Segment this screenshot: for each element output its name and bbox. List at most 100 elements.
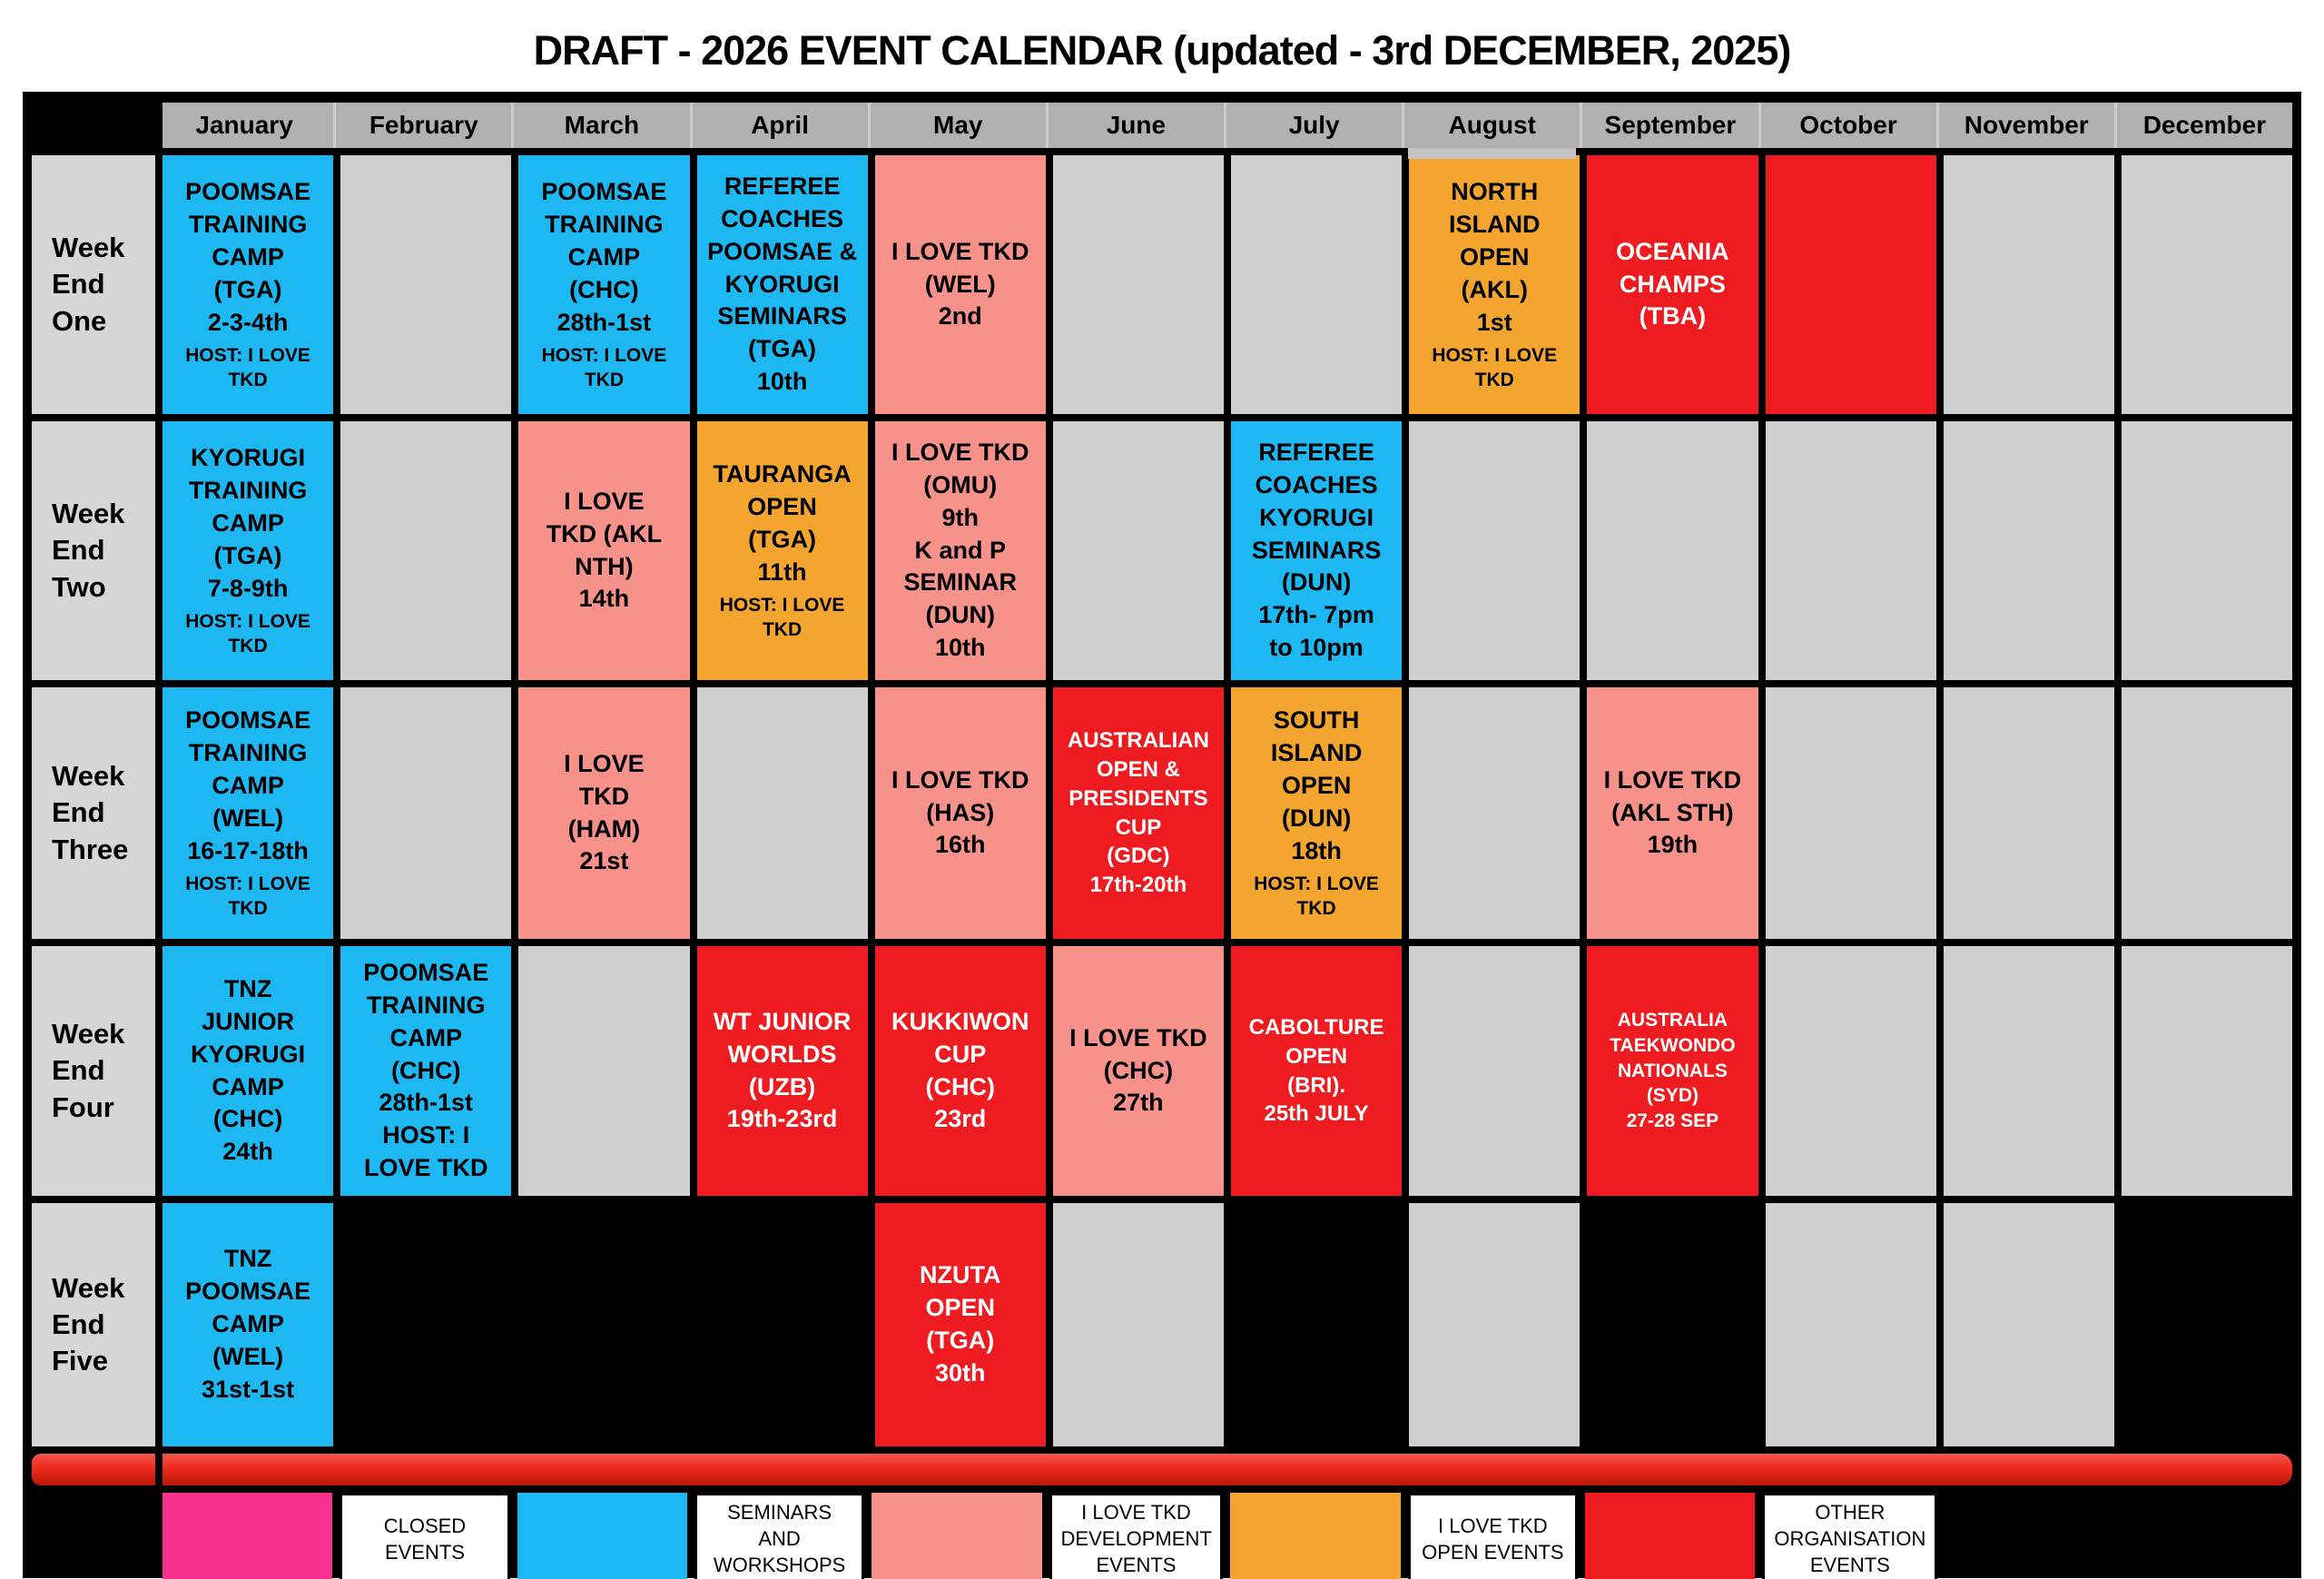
event-text: I LOVE TKD (CHC) 27th — [1069, 1023, 1207, 1117]
event-cell: I LOVE TKD (WEL) 2nd — [874, 155, 1046, 414]
legend-label: I LOVE TKD OPEN EVENTS — [1407, 1493, 1579, 1579]
empty-cell — [1943, 687, 2114, 939]
legend-label: I LOVE TKD DEVELOPMENT EVENTS — [1049, 1493, 1224, 1579]
legend-empty-cell — [1945, 1493, 2114, 1579]
event-cell: POOMSAE TRAINING CAMP (WEL) 16-17-18th HO… — [162, 687, 334, 939]
event-host-text: HOST: I LOVE TKD — [541, 344, 667, 391]
legend-swatch-orange — [1230, 1493, 1401, 1579]
legend-empty-cell — [2122, 1493, 2292, 1579]
empty-cell — [1409, 687, 1581, 939]
event-text: TAURANGA OPEN (TGA) 11th — [713, 460, 852, 587]
event-text: I LOVE TKD (AKL NTH) 14th — [546, 487, 663, 613]
empty-cell — [518, 946, 690, 1196]
legend-spacer — [32, 1493, 155, 1579]
month-header-february: February — [333, 103, 511, 148]
event-text: OCEANIA CHAMPS (TBA) — [1616, 237, 1729, 331]
empty-cell — [518, 1203, 690, 1446]
empty-cell — [1587, 421, 1758, 680]
event-cell: CABOLTURE OPEN (BRI). 25th JULY — [1231, 946, 1403, 1196]
empty-cell — [1409, 946, 1581, 1196]
empty-cell — [1943, 1203, 2114, 1446]
empty-cell — [1409, 1203, 1581, 1446]
separator-bar-row — [32, 1454, 2292, 1485]
week-label: Week End Two — [32, 421, 155, 680]
week-label: Week End One — [32, 155, 155, 414]
event-host-text: HOST: I LOVE TKD — [1254, 873, 1379, 920]
event-host-text: HOST: I LOVE TKD — [185, 610, 310, 657]
event-text: I LOVE TKD (HAS) 16th — [891, 765, 1029, 859]
legend-swatch-salmon — [872, 1493, 1042, 1579]
legend-label: OTHER ORGANISATION EVENTS — [1762, 1493, 1938, 1579]
event-cell: AUSTRALIA TAEKWONDO NATIONALS (SYD) 27-2… — [1587, 946, 1758, 1196]
event-host-text: HOST: I LOVE TKD — [1432, 344, 1558, 391]
event-text: POOMSAE TRAINING CAMP (WEL) 16-17-18th — [185, 706, 311, 865]
month-header-may: May — [867, 103, 1046, 148]
empty-cell — [2121, 155, 2292, 414]
weekend-row-2: Week End Two KYORUGI TRAINING CAMP (TGA) … — [32, 421, 2292, 680]
event-cell: NORTH ISLAND OPEN (AKL) 1st HOST: I LOVE … — [1409, 155, 1581, 414]
event-text: NORTH ISLAND OPEN (AKL) 1st — [1448, 178, 1541, 337]
header-corner-cell — [32, 103, 155, 148]
empty-cell — [340, 1203, 512, 1446]
empty-cell — [2121, 687, 2292, 939]
empty-cell — [340, 155, 512, 414]
event-text: I LOVE TKD (WEL) 2nd — [891, 237, 1029, 331]
month-header-november: November — [1935, 103, 2114, 148]
month-header-september: September — [1580, 103, 1758, 148]
separator-bar-left — [32, 1454, 155, 1485]
month-header-march: March — [511, 103, 689, 148]
event-cell: I LOVE TKD (AKL STH) 19th — [1587, 687, 1758, 939]
month-header-january: January — [195, 111, 293, 139]
legend-swatch-blue — [517, 1493, 687, 1579]
event-cell: I LOVE TKD (CHC) 27th — [1052, 946, 1224, 1196]
weekend-row-4: Week End Four TNZ JUNIOR KYORUGI CAMP (CH… — [32, 946, 2292, 1196]
weekend-row-1: Week End One POOMSAE TRAINING CAMP (TGA) … — [32, 155, 2292, 414]
week-label: Week End Four — [32, 946, 155, 1196]
event-text: TNZ POOMSAE CAMP (WEL) 31st-1st — [185, 1245, 311, 1403]
event-cell: SOUTH ISLAND OPEN (DUN) 18th HOST: I LOVE… — [1231, 687, 1403, 939]
event-cell: REFEREE COACHES POOMSAE & KYORUGI SEMINA… — [696, 155, 868, 414]
empty-cell — [1765, 946, 1936, 1196]
month-header-row: January February March April May June July Augu… — [32, 103, 2292, 159]
empty-cell — [1231, 155, 1403, 414]
event-cell: TNZ JUNIOR KYORUGI CAMP (CHC) 24th — [162, 946, 334, 1196]
event-text: KYORUGI TRAINING CAMP (TGA) 7-8-9th — [188, 444, 308, 603]
event-text: KUKKIWON CUP (CHC) 23rd — [891, 1007, 1029, 1133]
empty-cell — [1052, 1203, 1224, 1446]
event-cell: POOMSAE TRAINING CAMP (CHC) 28th-1st HOS… — [340, 946, 512, 1196]
empty-cell — [1765, 687, 1936, 939]
event-host-text: HOST: I LOVE TKD — [719, 595, 845, 641]
month-header-december: December — [2113, 103, 2292, 148]
empty-cell — [1765, 1203, 1936, 1446]
event-text: I LOVE TKD (OMU) 9th K and P SEMINAR (DU… — [891, 438, 1029, 662]
event-text: REFEREE COACHES POOMSAE & KYORUGI SEMINA… — [707, 172, 858, 396]
event-text: I LOVE TKD (AKL STH) 19th — [1603, 765, 1742, 859]
empty-cell — [1943, 421, 2114, 680]
empty-cell — [340, 421, 512, 680]
event-text: CABOLTURE OPEN (BRI). 25th JULY — [1248, 1014, 1384, 1127]
legend-swatch-red — [1585, 1493, 1756, 1579]
event-text: POOMSAE TRAINING CAMP (CHC) 28th-1st — [541, 178, 667, 337]
empty-cell — [2121, 946, 2292, 1196]
empty-cell — [1943, 946, 2114, 1196]
event-text: I LOVE TKD (HAM) 21st — [564, 749, 645, 875]
empty-cell — [2121, 421, 2292, 680]
empty-cell — [1765, 421, 1936, 680]
week-label: Week End Five — [32, 1203, 155, 1446]
page-title: DRAFT - 2026 EVENT CALENDAR (updated - 3… — [533, 27, 1792, 74]
event-cell: NZUTA OPEN (TGA) 30th — [874, 1203, 1046, 1446]
event-cell: KYORUGI TRAINING CAMP (TGA) 7-8-9th HOST:… — [162, 421, 334, 680]
empty-cell — [2121, 1203, 2292, 1446]
empty-cell — [340, 687, 512, 939]
legend-label: CLOSED EVENTS — [340, 1493, 510, 1579]
legend-label: SEMINARS AND WORKSHOPS — [694, 1493, 865, 1579]
event-text: POOMSAE TRAINING CAMP (CHC) 28th-1st HOS… — [363, 958, 489, 1182]
event-host-text: HOST: I LOVE TKD — [185, 873, 310, 920]
empty-cell — [1409, 421, 1581, 680]
weekend-row-3: Week End Three POOMSAE TRAINING CAMP (WEL… — [32, 687, 2292, 939]
empty-cell — [696, 687, 868, 939]
event-cell: OCEANIA CHAMPS (TBA) — [1587, 155, 1758, 414]
month-header-july: July — [1224, 103, 1402, 148]
weekend-row-5: Week End Five TNZ POOMSAE CAMP (WEL) 31st… — [32, 1203, 2292, 1446]
event-cell: I LOVE TKD (HAM) 21st — [518, 687, 690, 939]
